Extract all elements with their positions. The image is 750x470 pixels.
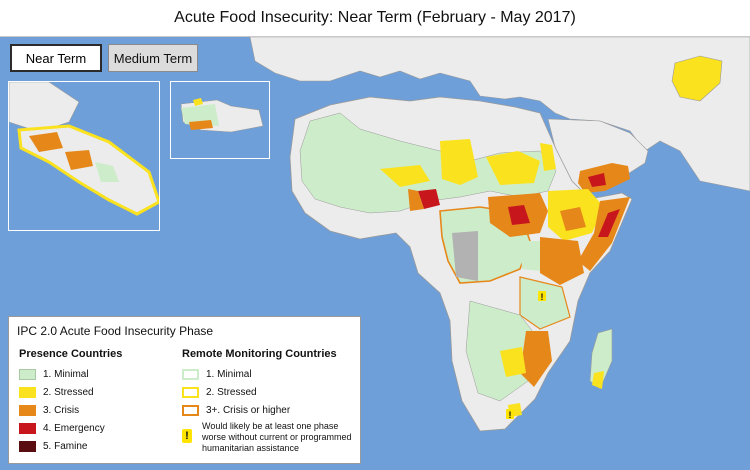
legend-item: 1. Minimal bbox=[19, 367, 89, 381]
malawi-mozambique bbox=[520, 331, 552, 387]
assistance-marker[interactable]: ! bbox=[506, 409, 514, 420]
food-insecurity-map[interactable]: ! ! bbox=[0, 37, 750, 470]
haiti-inset[interactable] bbox=[170, 81, 270, 159]
legend-label: 2. Stressed bbox=[43, 386, 94, 398]
legend-item: 2. Stressed bbox=[19, 385, 94, 399]
legend-swatch bbox=[19, 440, 36, 452]
legend-swatch bbox=[19, 386, 36, 398]
nigeria-crisis bbox=[418, 189, 440, 209]
legend-item: 5. Famine bbox=[19, 439, 87, 453]
legend-item: 4. Emergency bbox=[19, 421, 105, 435]
legend-label: 2. Stressed bbox=[206, 386, 257, 398]
svg-text:!: ! bbox=[541, 292, 544, 302]
legend-panel: IPC 2.0 Acute Food Insecurity Phase Pres… bbox=[8, 316, 361, 464]
svg-text:!: ! bbox=[509, 410, 512, 420]
tab-near-term[interactable]: Near Term bbox=[10, 44, 102, 72]
legend-item: 3. Crisis bbox=[19, 403, 79, 417]
page-title: Acute Food Insecurity: Near Term (Februa… bbox=[0, 0, 750, 36]
exclamation-icon: ! bbox=[182, 429, 192, 443]
legend-remote-heading: Remote Monitoring Countries bbox=[182, 348, 337, 360]
legend-label: 1. Minimal bbox=[43, 368, 89, 380]
legend-label: 3. Crisis bbox=[43, 404, 80, 416]
legend-item: 2. Stressed bbox=[182, 385, 257, 399]
legend-swatch bbox=[182, 404, 199, 416]
legend-item: 3+. Crisis or higher bbox=[182, 403, 290, 417]
legend-label: 5. Famine bbox=[43, 440, 88, 452]
legend-label: 1. Minimal bbox=[206, 368, 252, 380]
assistance-marker[interactable]: ! bbox=[538, 291, 546, 302]
tanzania-region bbox=[519, 276, 571, 330]
legend-swatch bbox=[19, 422, 36, 434]
eurasia-land bbox=[249, 37, 750, 192]
legend-label: 3+. Crisis or higher bbox=[206, 404, 291, 416]
legend-swatch bbox=[182, 368, 199, 380]
legend-swatch bbox=[182, 386, 199, 398]
legend-item: 1. Minimal bbox=[182, 367, 252, 381]
legend-swatch bbox=[19, 404, 36, 416]
legend-swatch bbox=[19, 368, 36, 380]
legend-note: Would likely be at least one phase worse… bbox=[202, 421, 352, 453]
central-america-inset[interactable] bbox=[8, 81, 160, 231]
kenya-region bbox=[540, 237, 584, 285]
legend-label: 4. Emergency bbox=[43, 422, 105, 434]
tab-medium-term[interactable]: Medium Term bbox=[108, 44, 198, 72]
legend-presence-heading: Presence Countries bbox=[19, 348, 123, 360]
legend-title: IPC 2.0 Acute Food Insecurity Phase bbox=[17, 324, 214, 338]
afghanistan-region bbox=[671, 55, 723, 102]
